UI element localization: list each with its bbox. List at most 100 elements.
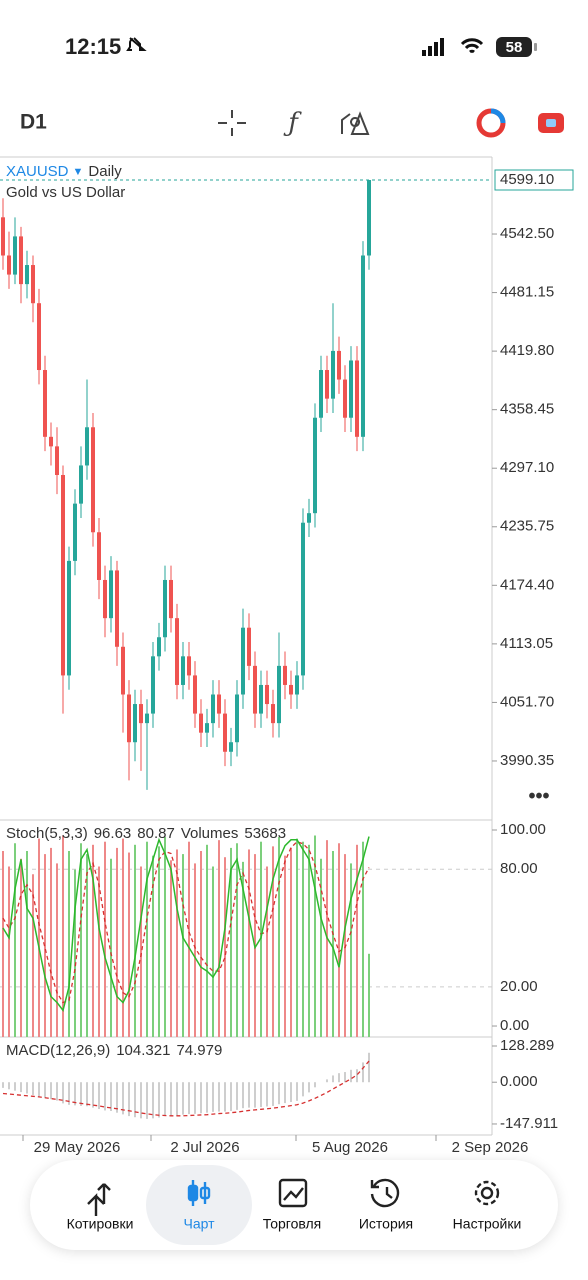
y-tick-label: 4419.80 <box>500 342 554 359</box>
stoch-tick-label: 0.00 <box>500 1017 529 1034</box>
y-tick-label: 4542.50 <box>500 225 554 242</box>
volume-bar <box>278 837 280 1037</box>
macd-tick-label: 0.000 <box>500 1073 538 1090</box>
volume-bar <box>8 866 10 1037</box>
battery <box>496 37 532 57</box>
nav-label[interactable]: История <box>359 1216 413 1232</box>
volume-bar <box>128 852 130 1037</box>
candle-body <box>343 379 347 418</box>
volume-bar <box>158 846 160 1037</box>
nav-icon-chart[interactable] <box>187 1180 211 1206</box>
nav-icon-settings[interactable] <box>474 1180 500 1206</box>
candle-body <box>133 704 137 743</box>
volume-bar <box>62 835 64 1037</box>
oneclick-icon-part[interactable] <box>490 108 506 124</box>
candle-body <box>97 532 101 580</box>
volume-bar <box>74 869 76 1037</box>
y-tick-label: 4174.40 <box>500 576 554 593</box>
y-tick-label: 4358.45 <box>500 401 554 418</box>
volume-bar <box>140 866 142 1037</box>
stoch-k: 96.63 <box>94 825 132 842</box>
volume-bar <box>56 863 58 1037</box>
stoch-header: Stoch(5,3,3) 96.63 80.87 Volumes 53683 <box>6 825 286 842</box>
candle-body <box>217 694 221 714</box>
candle-body <box>187 656 191 676</box>
clock: 12:15 <box>65 34 121 59</box>
indicators-icon[interactable]: ƒ <box>283 108 302 138</box>
x-tick-label: 2 Jul 2026 <box>170 1139 239 1156</box>
candle-body <box>289 684 293 695</box>
nav-icon-trade[interactable] <box>278 1178 308 1208</box>
macd-header: MACD(12,26,9) 104.321 74.979 <box>6 1042 222 1059</box>
crosshair-icon[interactable] <box>218 110 246 136</box>
candle-body <box>223 713 227 752</box>
candle-body <box>193 675 197 714</box>
volume-bar <box>248 849 250 1037</box>
candle-body <box>121 646 125 695</box>
candle-body <box>163 579 167 638</box>
candle-body <box>25 265 29 285</box>
volume-bar <box>266 866 268 1037</box>
volume-bar <box>356 844 358 1037</box>
symbol[interactable]: XAUUSD ▼ Daily <box>6 163 122 180</box>
last-price-box <box>494 169 574 191</box>
candle-body <box>139 704 143 724</box>
volume-bar <box>32 874 34 1037</box>
volume-bar <box>146 841 148 1037</box>
volume-bar <box>92 844 94 1037</box>
nav-label[interactable]: Торговля <box>263 1216 321 1232</box>
volume-bar <box>350 863 352 1037</box>
nav-label[interactable]: Котировки <box>67 1216 134 1232</box>
y-tick-label: 4235.75 <box>500 518 554 535</box>
candle-body <box>31 265 35 304</box>
x-tick-label: 29 May 2026 <box>34 1139 121 1156</box>
candle-body <box>19 236 23 285</box>
candle-body <box>301 522 305 676</box>
volume-bar <box>242 861 244 1037</box>
plot <box>0 179 497 1125</box>
y-tick-label: 4481.15 <box>500 284 554 301</box>
volume-bar <box>332 851 334 1037</box>
stoch-tick-label: 80.00 <box>500 860 538 877</box>
more-icon[interactable]: ••• <box>528 785 549 807</box>
stoch-d-line <box>2 841 370 1004</box>
macd-tick-label: 128.289 <box>500 1037 554 1054</box>
nav-label[interactable]: Настройки <box>453 1216 522 1232</box>
candle-body <box>85 427 89 466</box>
nav-label[interactable]: Чарт <box>183 1216 215 1232</box>
candle-body <box>145 713 149 724</box>
candle-body <box>307 513 311 523</box>
timeframe[interactable]: D1 <box>20 111 47 134</box>
nav-icon-quotes[interactable] <box>87 1183 111 1216</box>
volume-bar <box>26 851 28 1037</box>
symbol-name[interactable]: XAUUSD <box>6 163 69 180</box>
candle-body <box>331 350 335 399</box>
candle-body <box>349 360 353 418</box>
candle-body <box>241 627 245 695</box>
battery-level: 58 <box>506 39 523 56</box>
signal-value: 74.979 <box>176 1042 222 1059</box>
symbol-arrow[interactable]: ▼ <box>73 166 84 178</box>
candle-body <box>295 675 299 695</box>
candle-body <box>205 723 209 733</box>
nav-icon-history[interactable] <box>370 1178 400 1208</box>
candle-body <box>337 350 341 380</box>
volume-bar <box>338 843 340 1037</box>
objects-icon[interactable] <box>341 111 370 135</box>
volume-bar <box>50 847 52 1037</box>
volume-bar <box>236 843 238 1037</box>
stoch-tick-label: 20.00 <box>500 978 538 995</box>
candle-body <box>157 637 161 657</box>
volume-bar <box>188 841 190 1037</box>
candle-body <box>259 684 263 714</box>
volume-bar <box>164 837 166 1037</box>
nav-active-bg <box>146 1165 252 1245</box>
signal-icon <box>422 38 444 56</box>
volume-bar <box>272 846 274 1037</box>
volume-bar <box>182 854 184 1037</box>
volume-bar <box>110 858 112 1037</box>
candle-body <box>265 684 269 705</box>
volume-bar <box>314 835 316 1037</box>
